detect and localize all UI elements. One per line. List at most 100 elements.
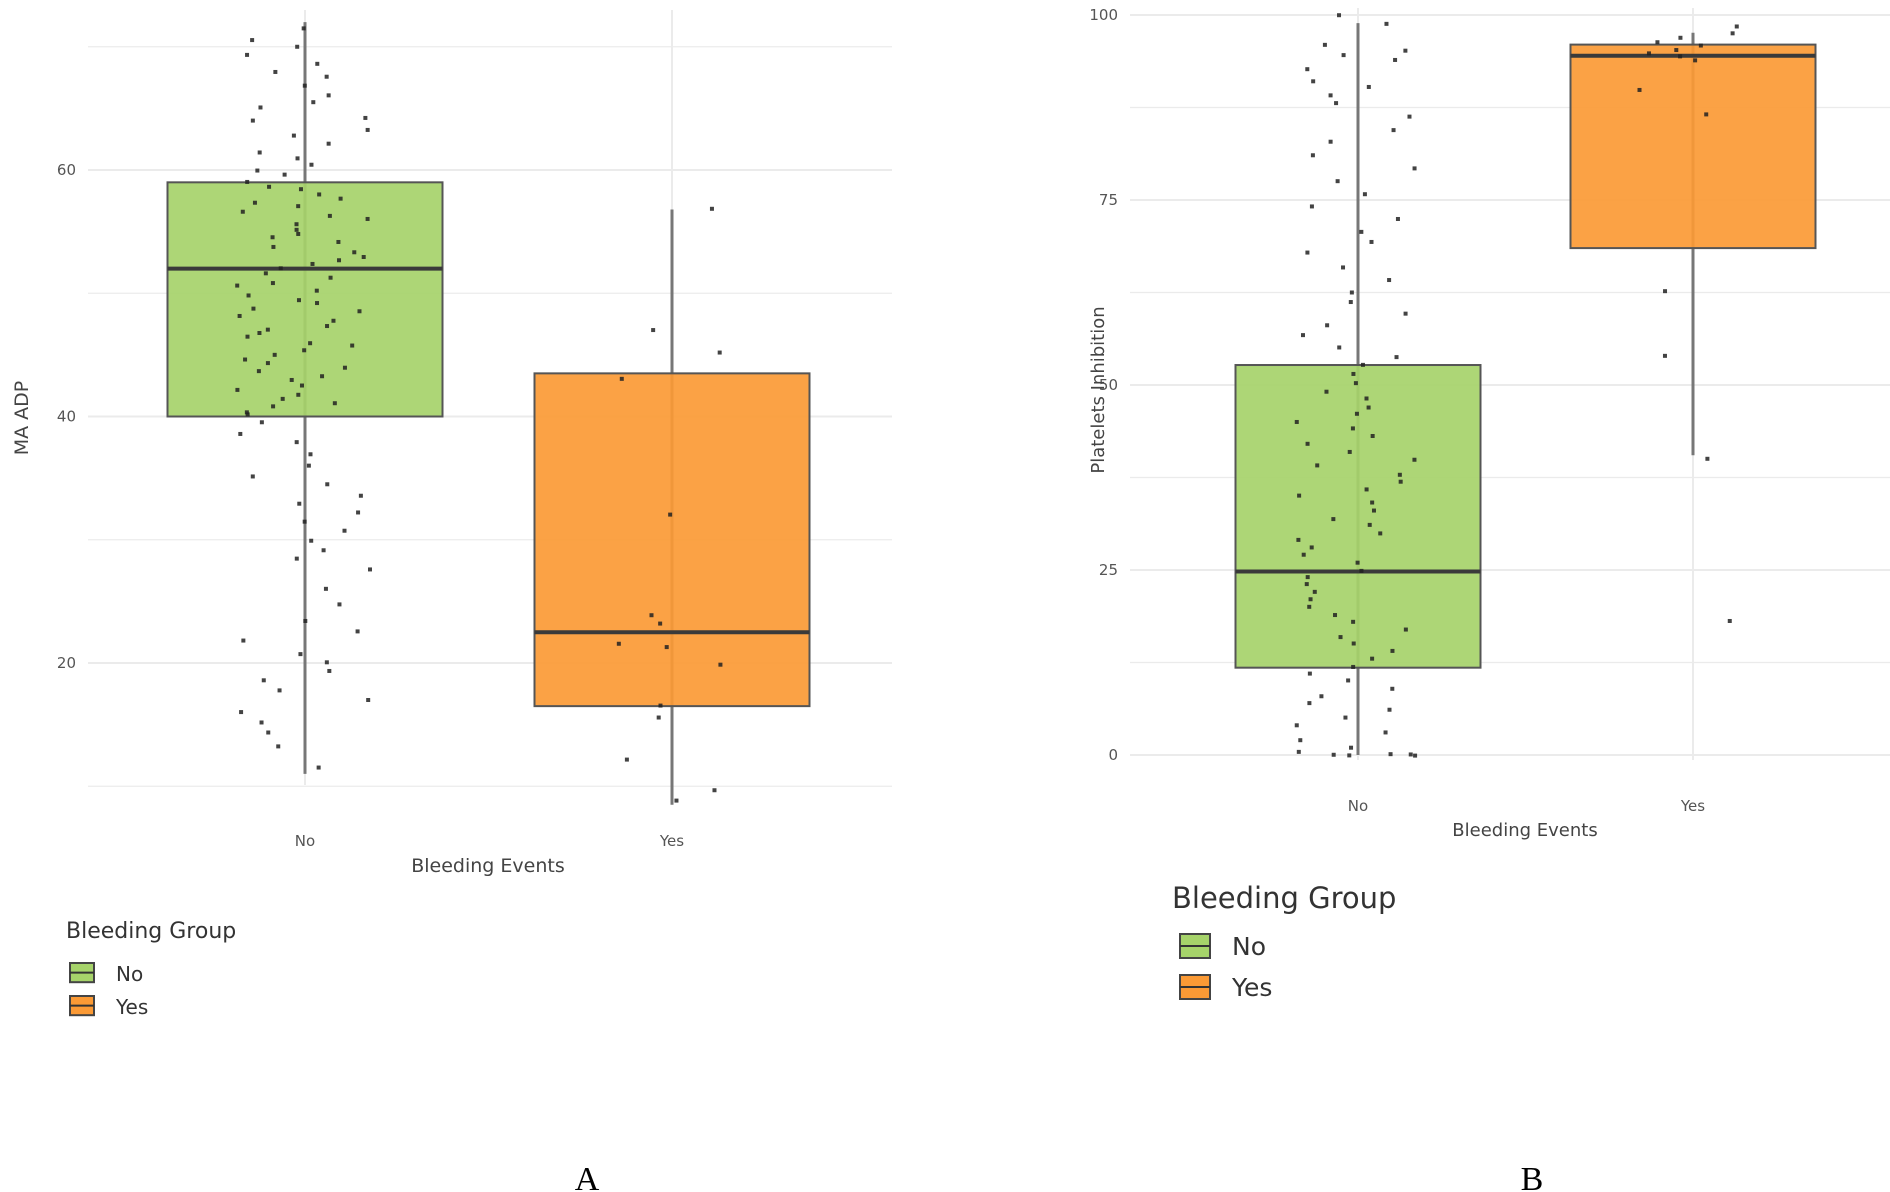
data-point bbox=[619, 376, 624, 381]
data-point bbox=[342, 528, 347, 533]
data-point bbox=[308, 452, 313, 457]
data-point bbox=[1705, 456, 1710, 461]
data-point bbox=[1364, 396, 1369, 401]
data-point bbox=[1319, 694, 1324, 699]
panel-label-b: B bbox=[1521, 1161, 1544, 1192]
legend-item-yes: Yes bbox=[69, 995, 148, 1019]
data-point bbox=[302, 83, 307, 88]
data-point bbox=[266, 730, 271, 735]
data-point bbox=[289, 377, 294, 382]
data-point bbox=[1366, 84, 1371, 89]
data-point bbox=[1325, 323, 1330, 328]
data-point bbox=[245, 179, 250, 184]
data-point bbox=[1678, 35, 1683, 40]
box-no bbox=[166, 181, 444, 418]
data-point bbox=[316, 765, 321, 770]
data-point bbox=[342, 365, 347, 370]
data-point bbox=[1322, 42, 1327, 47]
data-point bbox=[1304, 582, 1309, 587]
data-point bbox=[263, 271, 268, 276]
data-point bbox=[1305, 250, 1310, 255]
data-point bbox=[294, 556, 299, 561]
data-point bbox=[1301, 552, 1306, 557]
data-point bbox=[327, 213, 332, 218]
y-tick-label: 60 bbox=[57, 161, 76, 179]
data-point bbox=[235, 387, 240, 392]
panel-b-boxes bbox=[1234, 23, 1817, 755]
data-point bbox=[270, 235, 275, 240]
y-tick-label: 50 bbox=[1099, 376, 1118, 394]
y-tick-label: 20 bbox=[57, 654, 76, 672]
data-point bbox=[1364, 487, 1369, 492]
legend-item-no: No bbox=[1179, 932, 1266, 961]
legend-label-no: No bbox=[116, 962, 143, 986]
data-point bbox=[255, 168, 260, 173]
data-point bbox=[1343, 715, 1348, 720]
data-point bbox=[1331, 752, 1336, 757]
data-point bbox=[1305, 575, 1310, 580]
data-point bbox=[1294, 723, 1299, 728]
data-point bbox=[309, 162, 314, 167]
legend-label-no: No bbox=[1232, 932, 1266, 961]
panel-a-points bbox=[235, 26, 723, 803]
data-point bbox=[258, 105, 263, 110]
panel-b-points bbox=[1294, 13, 1739, 758]
data-point bbox=[1663, 289, 1668, 294]
data-point bbox=[649, 613, 654, 618]
legend-label-yes: Yes bbox=[1231, 973, 1272, 1002]
data-point bbox=[1403, 627, 1408, 632]
data-point bbox=[336, 239, 341, 244]
x-tick-label: Yes bbox=[659, 832, 684, 850]
x-tick-label: No bbox=[1348, 797, 1368, 815]
data-point bbox=[331, 318, 336, 323]
data-point bbox=[1307, 671, 1312, 676]
data-point bbox=[1407, 114, 1412, 119]
y-tick-label: 25 bbox=[1099, 561, 1118, 579]
data-point bbox=[315, 61, 320, 66]
data-point bbox=[1359, 229, 1364, 234]
data-point bbox=[1349, 290, 1354, 295]
data-point bbox=[280, 396, 285, 401]
data-point bbox=[257, 330, 262, 335]
data-point bbox=[273, 69, 278, 74]
data-point bbox=[252, 200, 257, 205]
data-point bbox=[358, 493, 363, 498]
data-point bbox=[1655, 40, 1660, 45]
data-point bbox=[1662, 353, 1667, 358]
data-point bbox=[651, 328, 656, 333]
data-point bbox=[1362, 192, 1367, 197]
data-point bbox=[1390, 648, 1395, 653]
data-point bbox=[1354, 411, 1359, 416]
data-point bbox=[616, 641, 621, 646]
y-tick-label: 40 bbox=[57, 408, 76, 426]
data-point bbox=[261, 678, 266, 683]
data-point bbox=[1351, 664, 1356, 669]
data-point bbox=[1307, 701, 1312, 706]
data-point bbox=[265, 327, 270, 332]
data-point bbox=[1678, 54, 1683, 59]
data-point bbox=[1346, 678, 1351, 683]
panel-a-legend-items: No Yes bbox=[69, 962, 148, 1019]
data-point bbox=[237, 313, 242, 318]
data-point bbox=[321, 548, 326, 553]
panel-b-legend-title: Bleeding Group bbox=[1172, 881, 1396, 915]
data-point bbox=[1307, 604, 1312, 609]
legend-label-yes: Yes bbox=[115, 995, 148, 1019]
data-point bbox=[302, 519, 307, 524]
data-point bbox=[1328, 139, 1333, 144]
data-point bbox=[1387, 707, 1392, 712]
data-point bbox=[295, 156, 300, 161]
data-point bbox=[1305, 67, 1310, 72]
data-point bbox=[718, 662, 723, 667]
data-point bbox=[246, 293, 251, 298]
data-point bbox=[272, 352, 277, 357]
panel-a-tick-labels: 20 40 60 No Yes bbox=[57, 161, 684, 850]
data-point bbox=[664, 645, 669, 650]
panel-b-tick-labels: 0 25 50 75 100 No Yes bbox=[1089, 6, 1705, 815]
data-point bbox=[298, 187, 303, 192]
data-point bbox=[1412, 166, 1417, 171]
data-point bbox=[1315, 463, 1320, 468]
data-point bbox=[1351, 371, 1356, 376]
data-point bbox=[1387, 278, 1392, 283]
x-tick-label: No bbox=[295, 832, 315, 850]
